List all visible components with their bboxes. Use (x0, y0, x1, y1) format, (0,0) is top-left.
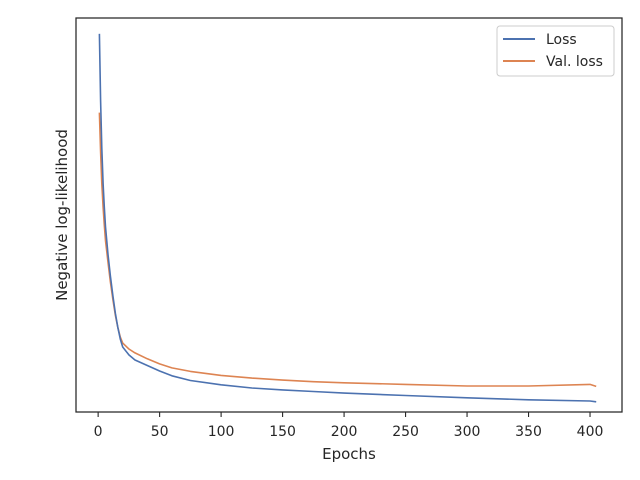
plot-area (76, 18, 622, 412)
x-tick-label: 350 (515, 424, 542, 440)
x-tick-label: 50 (151, 424, 169, 440)
series-line-val-loss (98, 112, 597, 388)
x-tick-label: 100 (208, 424, 235, 440)
axes-frame (75, 17, 623, 413)
x-axis: 0 50 100 150 200 250 300 350 400 (94, 412, 604, 440)
x-axis-label: Epochs (322, 445, 376, 463)
legend-label-loss: Loss (546, 32, 577, 48)
legend-label-val-loss: Val. loss (546, 54, 603, 70)
x-tick-label: 400 (577, 424, 604, 440)
x-tick-label: 250 (392, 424, 419, 440)
x-tick-label: 150 (269, 424, 296, 440)
x-tick-label: 200 (331, 424, 358, 440)
x-tick-label: 300 (454, 424, 481, 440)
series-line-loss (98, 33, 597, 403)
series-layer (98, 33, 597, 403)
y-axis-label: Negative log-likelihood (53, 129, 71, 301)
legend: Loss Val. loss (496, 25, 615, 77)
x-tick-label: 0 (94, 424, 103, 440)
